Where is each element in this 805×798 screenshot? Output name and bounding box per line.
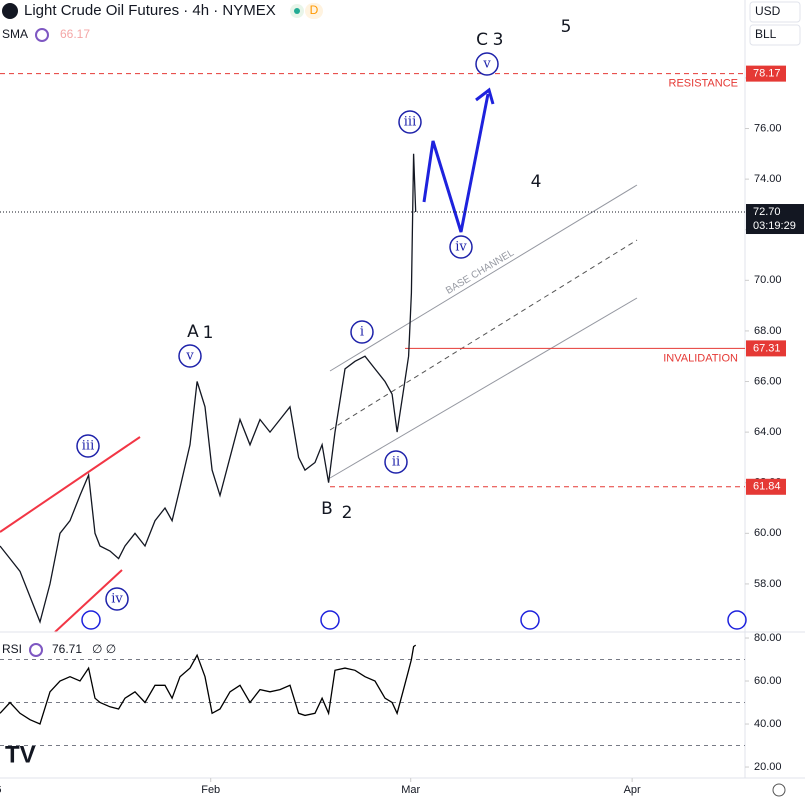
trend-line (0, 436, 141, 533)
icon (29, 643, 43, 657)
y-tick-label: 20.00 (754, 761, 782, 773)
settings-icon[interactable] (772, 783, 786, 797)
symbol-icon (2, 3, 18, 19)
channel-line (329, 239, 638, 431)
unit-box[interactable] (749, 24, 801, 46)
y-tick-label: 60.00 (754, 527, 782, 539)
wave-circle (384, 450, 408, 474)
price-tag-label: 61.84 (753, 481, 781, 493)
wave-circle (76, 434, 100, 458)
unit: BLL (755, 27, 777, 41)
circled-label: iv (111, 592, 123, 607)
circled-label: ii (392, 455, 400, 470)
level-label: RESISTANCE (669, 78, 738, 90)
y-tick-label: 76.00 (754, 122, 782, 134)
wave-label: 4 (531, 172, 542, 192)
y-tick-label: 40.00 (754, 718, 782, 730)
currency: USD (755, 4, 781, 18)
event-icon[interactable] (320, 610, 340, 630)
countdown: 03:19:29 (753, 220, 796, 232)
y-tick-label: 80.00 (754, 632, 782, 644)
wave-circle (475, 52, 499, 76)
price-tag (746, 65, 786, 82)
y-tick-label: 64.00 (754, 426, 782, 438)
status-dot (294, 8, 300, 14)
wave-label: 1 (203, 323, 214, 343)
level-label: INVALIDATION (663, 352, 738, 364)
wave-circle (105, 587, 129, 611)
y-tick-label: 60.00 (754, 675, 782, 687)
circled-label: i (360, 325, 364, 340)
event-icon[interactable] (81, 610, 101, 630)
sma-label: SMA (2, 27, 28, 41)
trend-line (54, 569, 123, 633)
sma-value: 66.17 (60, 27, 90, 41)
wave-circle (398, 110, 422, 134)
event-icon[interactable] (520, 610, 540, 630)
circled-label: v (185, 349, 194, 364)
price-tag-label: 78.17 (753, 68, 781, 80)
y-tick-label: 74.00 (754, 173, 782, 185)
x-tick-label: Mar (401, 784, 420, 796)
title: Light Crude Oil Futures · 4h · NYMEX (24, 2, 276, 19)
wave-label: 5 (561, 17, 572, 37)
price-line (0, 644, 417, 725)
projection-arrow (475, 87, 495, 105)
wave-circle (350, 320, 374, 344)
event-icon[interactable] (727, 610, 747, 630)
circled-label: iii (82, 439, 94, 454)
wave-circle (178, 344, 202, 368)
wave-label: C (476, 30, 488, 50)
last-price-tag (746, 204, 804, 235)
channel-line (329, 184, 638, 372)
price-tag (746, 478, 786, 495)
icon (35, 28, 49, 42)
circled-label: iv (455, 240, 467, 255)
wave-label: A (187, 322, 199, 342)
x-tick-label: Apr (624, 784, 641, 796)
x-tick-label: Feb (201, 784, 220, 796)
rsi-label: RSI (2, 642, 22, 656)
rsi-params: ∅ ∅ (92, 642, 116, 656)
wave-label: 2 (342, 503, 353, 523)
y-tick-label: 66.00 (754, 375, 782, 387)
circled-label: v (482, 57, 491, 72)
projection (422, 93, 490, 233)
y-tick-label: 68.00 (754, 325, 782, 337)
rsi-value: 76.71 (52, 642, 82, 656)
wave-circle (449, 235, 473, 259)
event-icons (81, 610, 747, 630)
currency-box[interactable] (749, 1, 801, 23)
price-tag (746, 340, 786, 357)
x-tick-label: 2026 (0, 784, 2, 796)
channel-line (329, 297, 638, 479)
wave-label: B (321, 499, 333, 519)
circled-label: iii (404, 115, 416, 130)
y-tick-label: 70.00 (754, 274, 782, 286)
wave-label: 3 (493, 30, 504, 50)
price-tag-label: 67.31 (753, 342, 781, 354)
last-price-label: 72.70 (753, 206, 781, 218)
badge-text: D (310, 3, 319, 17)
price-line (0, 153, 417, 624)
badge (305, 3, 323, 19)
drawings (0, 87, 638, 633)
y-tick-label: 58.00 (754, 578, 782, 590)
